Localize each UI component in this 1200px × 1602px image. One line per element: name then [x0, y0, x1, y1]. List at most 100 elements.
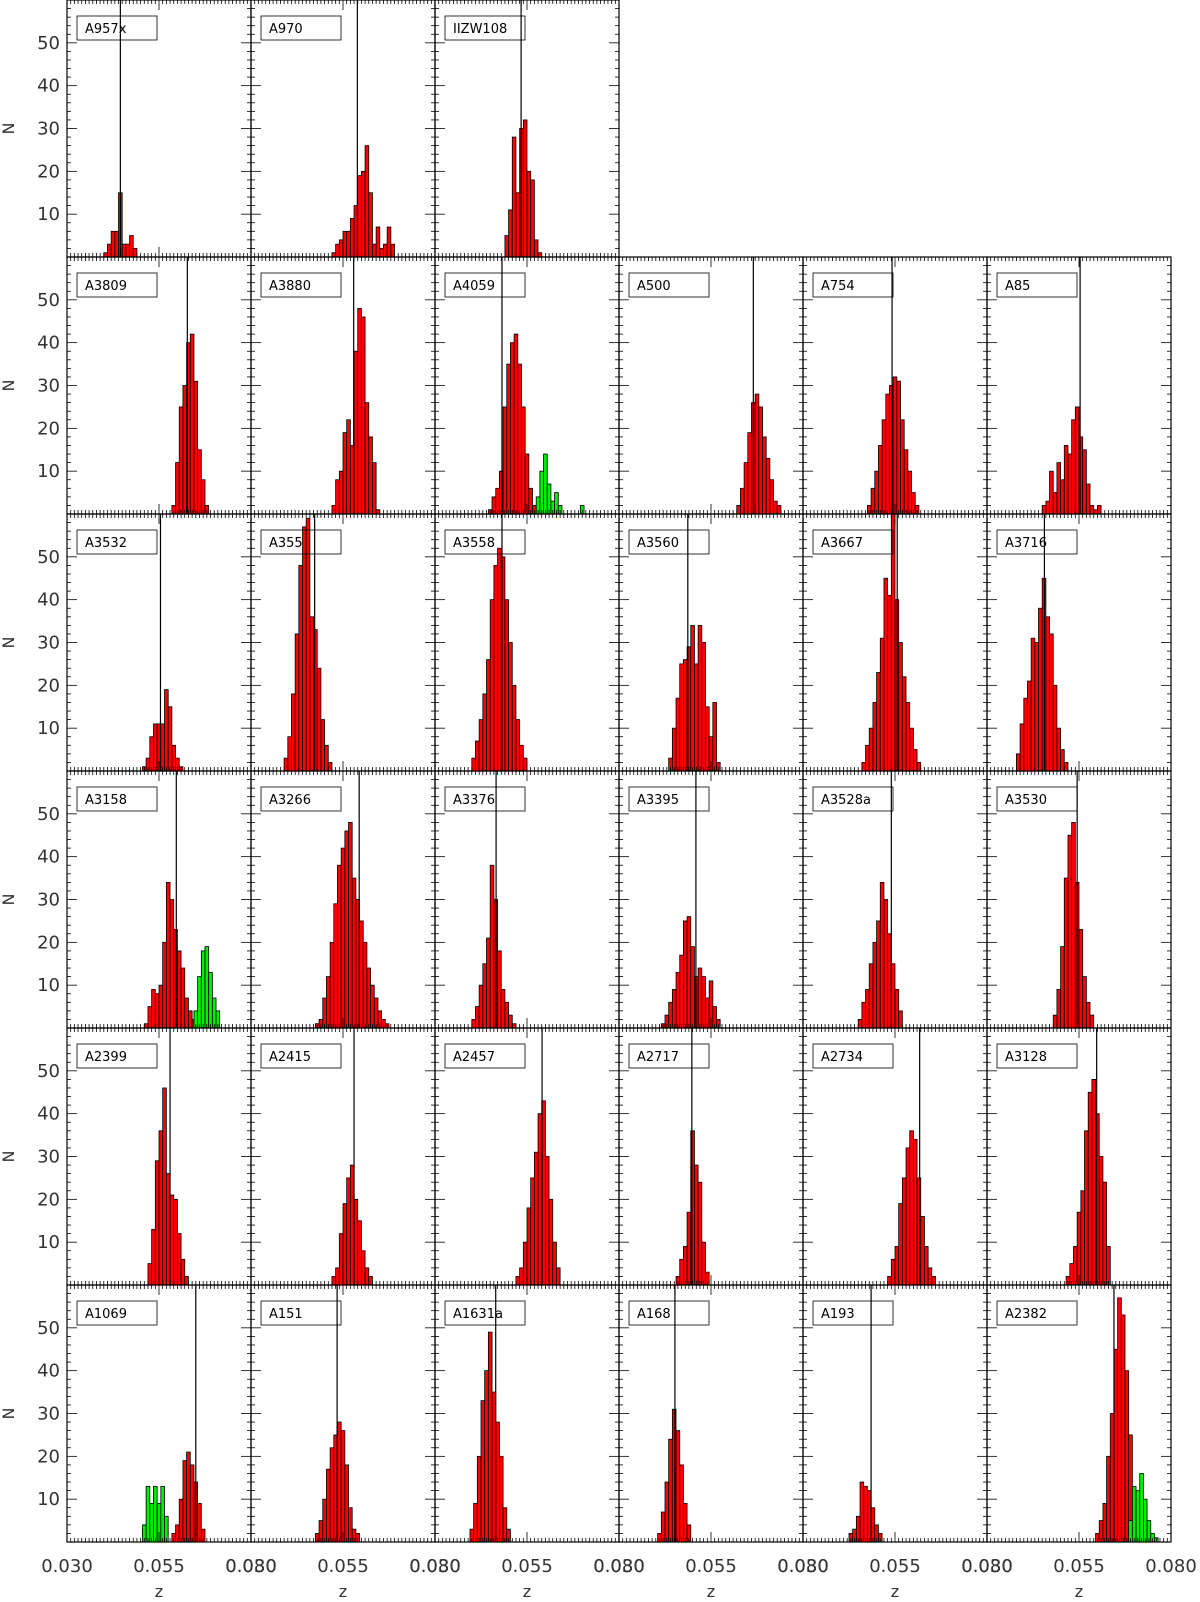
bar-main-A500-1	[740, 487, 745, 515]
cluster-label-A3558: A3558	[444, 529, 526, 555]
x-tick-label: 0.080	[777, 1556, 829, 1577]
bar-main-A2415-4	[346, 1177, 351, 1286]
bar-main-A3530-3	[1063, 877, 1069, 1029]
bar-main-A3266-5	[333, 903, 338, 1029]
bar-main-A754-9	[900, 419, 905, 515]
bar-main-A3560-12	[712, 702, 717, 772]
bar-main-A2734-3	[898, 1203, 903, 1286]
y-axis-label: N	[0, 894, 18, 906]
bar-main-A85-13	[1089, 505, 1095, 515]
bar-main-IIZW108-5	[522, 119, 528, 258]
bar-main-A193-4	[863, 1485, 868, 1543]
bar-main-A2734-12	[931, 1276, 936, 1286]
y-tick-label: 50	[37, 1318, 60, 1339]
bar-main-A3880-6	[353, 350, 359, 515]
bar-main-A3556-9	[316, 667, 322, 772]
bar-main-A3158-12	[188, 1010, 193, 1029]
bar-main-A3716-5	[1034, 642, 1039, 772]
histogram-main-A85	[1041, 406, 1102, 515]
bar-main-A3266-8	[344, 830, 349, 1029]
bar-main-A3556-1	[287, 736, 292, 772]
y-axis-label: N	[0, 123, 18, 135]
bar-main-A3716-6	[1038, 607, 1043, 772]
bar-secondary-A1069-3	[153, 1485, 158, 1543]
bar-main-A3158-6	[165, 881, 171, 1029]
bar-main-A168-2	[664, 1481, 670, 1543]
bar-main-A3376-2	[478, 984, 484, 1029]
bar-main-A957x-0	[103, 252, 108, 258]
bar-main-A3880-7	[357, 307, 362, 515]
bar-main-A3530-10	[1089, 1014, 1095, 1029]
bar-main-A3266-6	[337, 864, 342, 1029]
bar-main-A151-7	[340, 1430, 346, 1543]
y-axis-label: N	[0, 637, 18, 649]
histogram-main-A3716	[1016, 577, 1069, 772]
bar-secondary-A3158-1	[197, 976, 202, 1029]
bar-main-A3667-14	[913, 749, 918, 772]
histogram-main-A3528a	[857, 881, 903, 1029]
y-tick-label: 30	[37, 633, 60, 654]
bar-main-A3558-7	[497, 547, 502, 772]
bar-main-A3880-12	[375, 509, 381, 515]
bar-main-A957x-5	[121, 243, 127, 258]
x-tick-label: 0.055	[685, 1556, 737, 1577]
cluster-label-A3158: A3158	[76, 786, 158, 812]
bar-main-A3376-8	[500, 989, 506, 1029]
histogram-main-A4059	[487, 333, 537, 515]
bar-main-A3556-0	[283, 757, 289, 772]
bar-main-A970-2	[338, 239, 344, 258]
bar-secondary-A2382-2	[1135, 1490, 1141, 1543]
cluster-label-A3530: A3530	[996, 786, 1078, 812]
bar-main-A3376-3	[482, 963, 487, 1029]
y-axis-label: N	[0, 380, 18, 392]
bar-main-A2399-9	[180, 1258, 186, 1286]
bar-main-A1631a-8	[498, 1455, 504, 1543]
bar-main-A3667-7	[887, 594, 892, 772]
bar-main-A3395-11	[701, 976, 706, 1029]
y-tick-label: 30	[37, 376, 60, 397]
histogram-main-IIZW108	[504, 119, 543, 258]
y-tick-label: 20	[37, 1189, 60, 1210]
bar-main-A3266-2	[322, 997, 327, 1029]
bar-secondary-A3158-4	[208, 971, 213, 1029]
bar-main-A3667-2	[868, 727, 874, 772]
x-axis-label: z	[523, 1582, 531, 1601]
bar-main-A3556-10	[320, 719, 326, 772]
bar-main-A85-6	[1063, 445, 1069, 515]
histogram-secondary-A4059	[535, 453, 585, 515]
histogram-main-A3880	[331, 307, 381, 515]
bar-main-A970-4	[346, 230, 351, 258]
y-tick-label: 40	[37, 1361, 60, 1382]
bar-main-A2717-7	[701, 1241, 706, 1286]
bar-main-A2399-3	[158, 1130, 164, 1286]
bar-main-A3667-5	[879, 637, 885, 772]
bar-main-A3716-11	[1056, 727, 1062, 772]
bar-main-A3530-5	[1071, 822, 1076, 1029]
bar-main-A3528a-11	[898, 1010, 903, 1029]
x-axis-label: z	[339, 1582, 347, 1601]
bar-main-A3528a-3	[868, 963, 874, 1029]
bar-main-A3667-4	[876, 672, 881, 772]
frames-layer	[66, 0, 1172, 1543]
bar-main-A3532-7	[167, 706, 173, 772]
y-tick-label: 10	[37, 718, 60, 739]
y-tick-label: 50	[37, 33, 60, 54]
y-tick-label: 20	[37, 418, 60, 439]
bar-main-A2734-2	[894, 1246, 900, 1286]
histogram-main-A500	[736, 393, 782, 515]
histogram-main-A3558	[471, 547, 528, 772]
axes-layer: 10 20 30 40 50 N 10 20 30 40 50 N 10 20 30 40 50 N 10 20 30 4…	[0, 33, 1197, 1601]
bar-main-A3158-11	[184, 997, 189, 1029]
cluster-label-A3716: A3716	[996, 529, 1078, 555]
bar-main-A754-10	[903, 449, 909, 515]
y-axis-row-4: 10 20 30 40 50 N	[0, 1061, 60, 1253]
bar-main-A3158-0	[143, 1023, 149, 1029]
bar-main-A3558-4	[486, 659, 491, 772]
bar-main-A3128-11	[1106, 1246, 1111, 1286]
bar-main-A168-7	[683, 1503, 688, 1543]
bar-main-A151-2	[322, 1498, 327, 1543]
bar-main-A3667-10	[898, 642, 903, 772]
bar-main-A4059-4	[502, 406, 508, 515]
y-tick-label: 40	[37, 333, 60, 354]
y-axis-row-5: 10 20 30 40 50 N	[0, 1318, 60, 1510]
